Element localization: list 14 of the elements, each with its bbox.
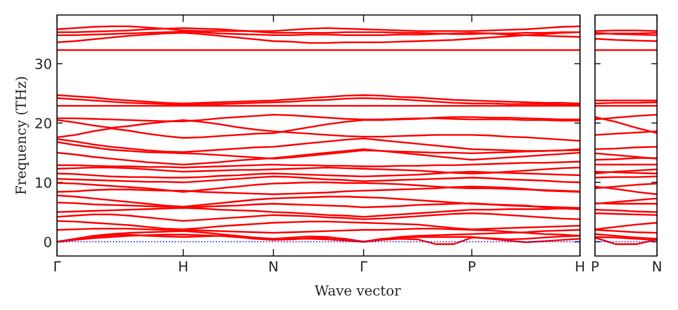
x-tick-label: P [468,261,476,272]
x-axis-title: Wave vector [314,285,401,296]
y-axis-title: Frequency (THz) [15,77,29,194]
y-tick-label: 20 [35,118,52,129]
x-tick-label: N [270,261,278,272]
x-tick-label: H [576,261,584,272]
y-tick-label: 30 [36,58,52,70]
x-tick-label: H [179,261,188,272]
x-tick-label: P [592,261,599,272]
x-tick-label: Γ [361,261,368,272]
y-tick-label: 0 [44,236,52,248]
x-tick-label: N [653,261,661,272]
y-tick-label: 10 [36,177,52,188]
x-tick-label: Γ [54,261,61,272]
